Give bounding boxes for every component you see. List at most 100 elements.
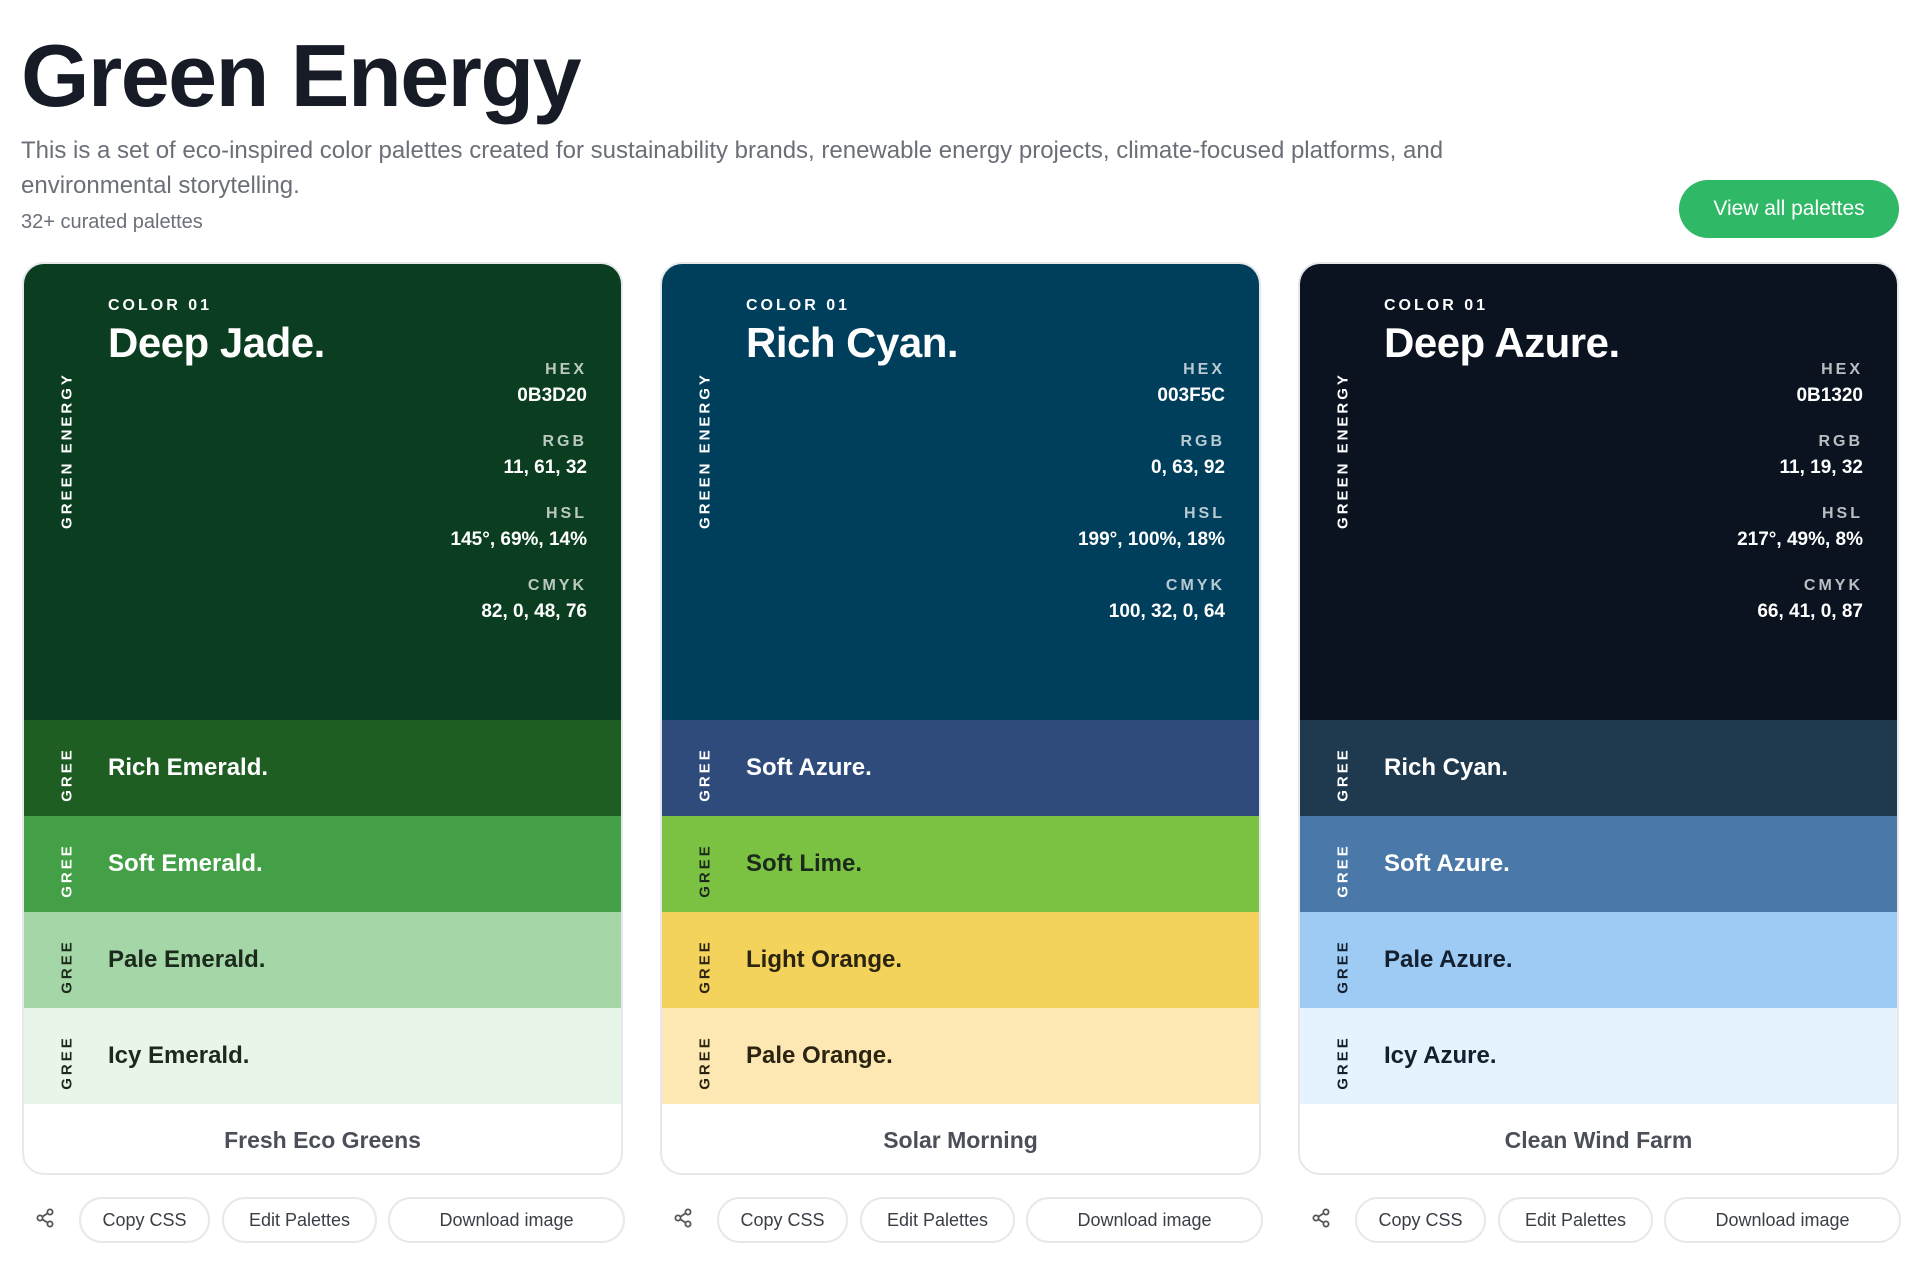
palette-count: 32+ curated palettes (21, 211, 203, 233)
edit-palettes-button[interactable]: Edit Palettes (222, 1197, 377, 1243)
stripe-name: Pale Emerald. (108, 946, 266, 973)
color-number: COLOR 01 (746, 297, 851, 314)
color-number: COLOR 01 (1384, 297, 1489, 314)
share-icon (35, 1208, 55, 1233)
download-image-button[interactable]: Download image (1026, 1197, 1263, 1243)
palette-card[interactable]: GREEN ENERGY COLOR 01 Rich Cyan. HEX 003… (660, 262, 1261, 1175)
stripe-side-label: GREE (58, 747, 76, 802)
palette-actions: Copy CSS Edit Palettes Download image (22, 1197, 625, 1243)
stripe-name: Soft Lime. (746, 850, 863, 877)
color-stripe[interactable]: GREE Icy Emerald. (24, 1008, 621, 1104)
color-stripe[interactable]: GREE Pale Orange. (662, 1008, 1259, 1104)
palette-name: Clean Wind Farm (1504, 1127, 1693, 1153)
copy-css-button[interactable]: Copy CSS (79, 1197, 210, 1243)
page-description: This is a set of eco-inspired color pale… (21, 137, 1444, 199)
stripe-side-label: GREE (58, 1035, 76, 1090)
edit-palettes-button[interactable]: Edit Palettes (1498, 1197, 1653, 1243)
rgb-value[interactable]: 11, 61, 32 (503, 457, 587, 478)
color-specs: HEX 0B1320 RGB 11, 19, 32 HSL 217°, 49%,… (1737, 357, 1863, 645)
download-image-button[interactable]: Download image (1664, 1197, 1901, 1243)
color-stripe[interactable]: GREE Pale Emerald. (24, 912, 621, 1008)
stripe-name: Pale Azure. (1384, 946, 1513, 973)
hex-value[interactable]: 0B3D20 (517, 385, 587, 406)
hsl-label: HSL (546, 505, 587, 522)
stripe-name: Light Orange. (746, 946, 902, 973)
hsl-label: HSL (1822, 505, 1863, 522)
palette-actions: Copy CSS Edit Palettes Download image (1298, 1197, 1901, 1243)
stripe-side-label: GREE (696, 843, 714, 898)
stripe-name: Rich Cyan. (1384, 754, 1509, 781)
color-stripe[interactable]: GREE Soft Emerald. (24, 816, 621, 912)
color-stripe[interactable]: GREE Rich Cyan. (1300, 720, 1897, 816)
stripe-side-label: GREE (696, 939, 714, 994)
share-icon (673, 1208, 693, 1233)
main-color-swatch[interactable]: GREEN ENERGY COLOR 01 Rich Cyan. HEX 003… (662, 264, 1259, 720)
color-stripe[interactable]: GREE Rich Emerald. (24, 720, 621, 816)
hsl-value[interactable]: 145°, 69%, 14% (450, 529, 587, 550)
color-stripe[interactable]: GREE Soft Azure. (662, 720, 1259, 816)
palette-card[interactable]: GREEN ENERGY COLOR 01 Deep Azure. HEX 0B… (1298, 262, 1899, 1175)
cmyk-label: CMYK (1803, 577, 1863, 594)
hex-value[interactable]: 0B1320 (1796, 385, 1863, 406)
stripe-name: Icy Azure. (1384, 1042, 1497, 1069)
copy-css-button[interactable]: Copy CSS (717, 1197, 848, 1243)
share-button[interactable] (660, 1197, 706, 1243)
main-color-swatch[interactable]: GREEN ENERGY COLOR 01 Deep Jade. HEX 0B3… (24, 264, 621, 720)
hsl-label: HSL (1184, 505, 1225, 522)
stripe-side-label: GREE (58, 939, 76, 994)
download-image-button[interactable]: Download image (388, 1197, 625, 1243)
stripe-side-label: GREE (696, 1035, 714, 1090)
stripe-name: Soft Azure. (1384, 850, 1510, 877)
rgb-label: RGB (1818, 433, 1863, 450)
palette-actions: Copy CSS Edit Palettes Download image (660, 1197, 1263, 1243)
share-button[interactable] (22, 1197, 68, 1243)
share-icon (1311, 1208, 1331, 1233)
color-stripe[interactable]: GREE Icy Azure. (1300, 1008, 1897, 1104)
stripe-name: Rich Emerald. (108, 754, 269, 781)
color-stripe[interactable]: GREE Soft Lime. (662, 816, 1259, 912)
hex-label: HEX (1183, 361, 1225, 378)
edit-palettes-button[interactable]: Edit Palettes (860, 1197, 1015, 1243)
hex-label: HEX (1821, 361, 1863, 378)
stripe-side-label: GREE (1334, 1035, 1352, 1090)
cmyk-value[interactable]: 82, 0, 48, 76 (481, 601, 587, 622)
stripe-name: Soft Emerald. (108, 850, 263, 877)
palette-name: Fresh Eco Greens (224, 1127, 421, 1153)
page-title: Green Energy (21, 26, 582, 125)
stripe-side-label: GREE (1334, 843, 1352, 898)
hsl-value[interactable]: 217°, 49%, 8% (1737, 529, 1863, 550)
copy-css-button[interactable]: Copy CSS (1355, 1197, 1486, 1243)
color-stripe[interactable]: GREE Soft Azure. (1300, 816, 1897, 912)
color-name: Deep Jade. (108, 319, 325, 366)
view-all-palettes-button[interactable]: View all palettes (1679, 180, 1899, 238)
cmyk-label: CMYK (1165, 577, 1225, 594)
stripe-name: Soft Azure. (746, 754, 872, 781)
palette-name: Solar Morning (883, 1127, 1038, 1153)
cmyk-value[interactable]: 66, 41, 0, 87 (1757, 601, 1863, 622)
color-stripe[interactable]: GREE Pale Azure. (1300, 912, 1897, 1008)
color-name: Rich Cyan. (746, 319, 959, 366)
stripe-side-label: GREE (1334, 747, 1352, 802)
hex-label: HEX (545, 361, 587, 378)
side-label: GREEN ENERGY (1334, 372, 1352, 529)
color-stripe[interactable]: GREE Light Orange. (662, 912, 1259, 1008)
stripe-name: Pale Orange. (746, 1042, 893, 1069)
rgb-value[interactable]: 0, 63, 92 (1151, 457, 1225, 478)
side-label: GREEN ENERGY (58, 372, 76, 529)
cmyk-value[interactable]: 100, 32, 0, 64 (1108, 601, 1225, 622)
palette-card[interactable]: GREEN ENERGY COLOR 01 Deep Jade. HEX 0B3… (22, 262, 623, 1175)
main-color-swatch[interactable]: GREEN ENERGY COLOR 01 Deep Azure. HEX 0B… (1300, 264, 1897, 720)
stripe-side-label: GREE (696, 747, 714, 802)
color-name: Deep Azure. (1384, 319, 1620, 366)
cmyk-label: CMYK (527, 577, 587, 594)
hex-value[interactable]: 003F5C (1157, 385, 1225, 406)
share-button[interactable] (1298, 1197, 1344, 1243)
stripe-side-label: GREE (58, 843, 76, 898)
color-specs: HEX 0B3D20 RGB 11, 61, 32 HSL 145°, 69%,… (451, 357, 587, 645)
stripe-side-label: GREE (1334, 939, 1352, 994)
side-label: GREEN ENERGY (696, 372, 714, 529)
stripe-name: Icy Emerald. (108, 1042, 250, 1069)
rgb-value[interactable]: 11, 19, 32 (1779, 457, 1863, 478)
color-specs: HEX 003F5C RGB 0, 63, 92 HSL 199°, 100%,… (1078, 357, 1225, 645)
hsl-value[interactable]: 199°, 100%, 18% (1077, 529, 1225, 550)
